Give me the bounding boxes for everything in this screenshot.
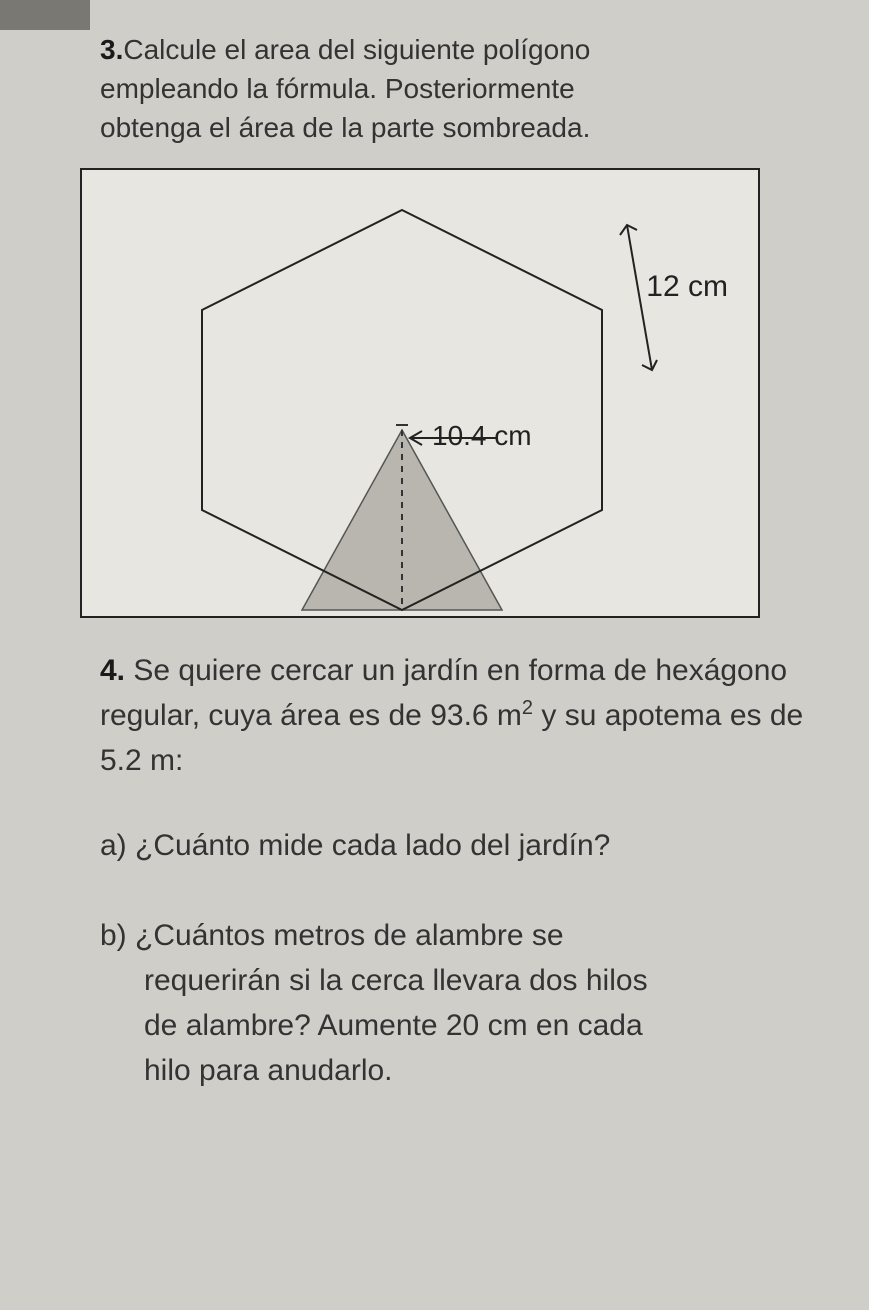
problem-4-part-b: b) ¿Cuántos metros de alambre se requeri… <box>100 913 829 1093</box>
part-a-letter: a) <box>100 829 127 862</box>
part-a-text: ¿Cuánto mide cada lado del jardín? <box>127 829 611 862</box>
figure-container: 12 cm 10.4 cm <box>80 168 760 618</box>
hexagon-diagram <box>82 170 762 620</box>
problem-4-exponent: 2 <box>522 697 533 719</box>
part-b-line4: hilo para anudarlo. <box>144 1054 393 1087</box>
part-b-line2: requerirán si la cerca llevara dos hilos <box>144 964 648 997</box>
part-b-letter: b) <box>100 919 127 952</box>
page-tab-marker <box>0 0 90 30</box>
problem-3-line2: empleando la fórmula. Posteriormente <box>100 73 575 104</box>
problem-4-number: 4. <box>100 654 125 687</box>
page-content: 3.Calcule el area del siguiente polígono… <box>0 0 869 1123</box>
part-b-line1: ¿Cuántos metros de alambre se <box>127 919 564 952</box>
problem-3-number: 3. <box>100 34 123 65</box>
side-length-label: 12 cm <box>646 270 728 304</box>
problem-4-statement: 4. Se quiere cercar un jardín en forma d… <box>100 648 829 783</box>
part-b-line3: de alambre? Aumente 20 cm en cada <box>144 1009 643 1042</box>
apothem-length-label: 10.4 cm <box>432 420 532 452</box>
problem-4-part-a: a) ¿Cuánto mide cada lado del jardín? <box>100 823 829 868</box>
side-arrow-head-bot <box>642 360 657 370</box>
problem-3-line1: Calcule el area del siguiente polígono <box>123 34 590 65</box>
problem-3-line3: obtenga el área de la parte sombreada. <box>100 112 590 143</box>
problem-3-statement: 3.Calcule el area del siguiente polígono… <box>100 30 829 148</box>
